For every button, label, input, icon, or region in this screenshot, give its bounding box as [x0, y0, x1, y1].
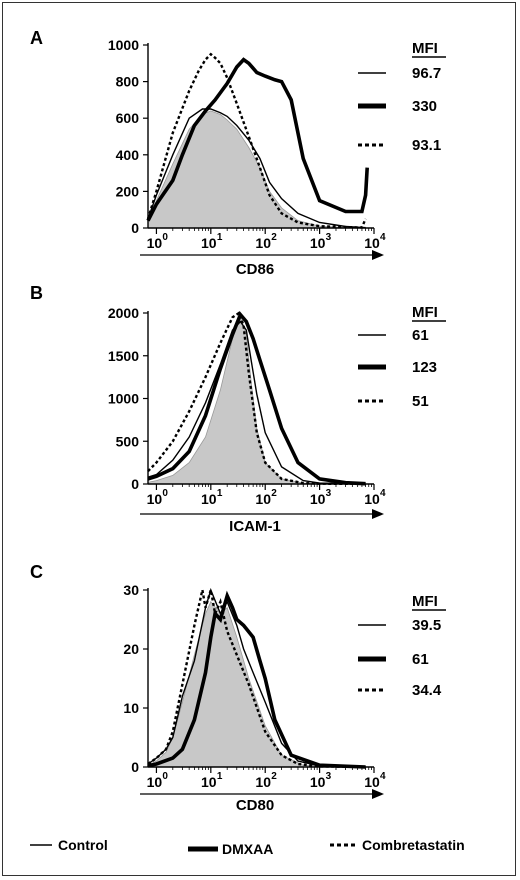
mfi-value-thin: 39.5 — [412, 617, 441, 634]
y-tick-label: 1000 — [108, 37, 139, 53]
y-tick-label: 500 — [116, 433, 140, 449]
y-tick-label: 0 — [131, 476, 139, 492]
x-tick-label: 10 — [147, 235, 163, 251]
mfi-value-thin: 61 — [412, 327, 429, 344]
x-tick-exponent: 4 — [380, 771, 386, 782]
mfi-value-thick: 330 — [412, 98, 437, 115]
x-axis-arrow-head — [372, 789, 384, 799]
legend-control-label: Control — [58, 837, 108, 853]
mfi-value-dashed: 51 — [412, 393, 429, 410]
x-tick-label: 10 — [364, 491, 380, 507]
mfi-header: MFI — [412, 304, 438, 321]
x-axis-label: ICAM-1 — [229, 518, 281, 535]
y-tick-label: 800 — [116, 74, 140, 90]
legend: Control DMXAA Combretastatin — [30, 837, 465, 857]
x-tick-label: 10 — [147, 774, 163, 790]
panel-letter: A — [30, 28, 43, 48]
series-thick-line — [147, 590, 366, 769]
y-tick-label: 1000 — [108, 391, 139, 407]
x-tick-exponent: 2 — [271, 488, 277, 499]
x-tick-exponent: 0 — [162, 232, 168, 243]
x-tick-label: 10 — [310, 491, 326, 507]
y-tick-label: 20 — [123, 641, 139, 657]
panel-letter: C — [30, 562, 43, 582]
y-tick-label: 0 — [131, 220, 139, 236]
x-tick-label: 10 — [255, 491, 271, 507]
mfi-value-thin: 96.7 — [412, 65, 441, 82]
x-tick-label: 10 — [147, 491, 163, 507]
x-tick-exponent: 4 — [380, 232, 386, 243]
x-tick-exponent: 1 — [217, 488, 223, 499]
mfi-header: MFI — [412, 40, 438, 57]
x-tick-exponent: 3 — [326, 232, 332, 243]
x-tick-label: 10 — [201, 774, 217, 790]
y-tick-label: 0 — [131, 759, 139, 775]
y-tick-label: 1500 — [108, 348, 139, 364]
x-tick-label: 10 — [364, 774, 380, 790]
x-tick-exponent: 4 — [380, 488, 386, 499]
x-tick-label: 10 — [364, 235, 380, 251]
y-tick-label: 30 — [123, 582, 139, 598]
x-tick-exponent: 1 — [217, 232, 223, 243]
x-tick-label: 10 — [255, 774, 271, 790]
x-tick-exponent: 2 — [271, 232, 277, 243]
y-tick-label: 400 — [116, 147, 140, 163]
series-thick-line — [147, 311, 366, 486]
x-tick-exponent: 0 — [162, 771, 168, 782]
x-tick-exponent: 3 — [326, 488, 332, 499]
legend-dmxaa-label: DMXAA — [222, 841, 273, 857]
series-filled-histogram — [147, 601, 366, 768]
x-tick-label: 10 — [201, 491, 217, 507]
x-axis-arrow-head — [372, 250, 384, 260]
panel-letter: B — [30, 283, 43, 303]
series-thin-line — [147, 108, 366, 229]
x-tick-exponent: 3 — [326, 771, 332, 782]
x-tick-label: 10 — [255, 235, 271, 251]
y-tick-label: 200 — [116, 183, 140, 199]
x-axis-label: CD80 — [236, 797, 274, 814]
x-axis-arrow-head — [372, 509, 384, 519]
x-axis-label: CD86 — [236, 261, 274, 278]
series-dashed-line — [147, 311, 366, 486]
x-tick-exponent: 0 — [162, 488, 168, 499]
x-tick-label: 10 — [201, 235, 217, 251]
mfi-header: MFI — [412, 593, 438, 610]
mfi-value-thick: 123 — [412, 359, 437, 376]
x-tick-exponent: 2 — [271, 771, 277, 782]
x-tick-label: 10 — [310, 235, 326, 251]
y-tick-label: 600 — [116, 110, 140, 126]
series-dashed-line — [146, 52, 367, 229]
mfi-value-dashed: 93.1 — [412, 137, 441, 154]
y-tick-label: 10 — [123, 700, 139, 716]
mfi-value-dashed: 34.4 — [412, 682, 442, 699]
x-tick-label: 10 — [310, 774, 326, 790]
mfi-value-thick: 61 — [412, 651, 429, 668]
series-thick-line — [146, 57, 369, 222]
y-tick-label: 2000 — [108, 305, 139, 321]
x-tick-exponent: 1 — [217, 771, 223, 782]
legend-combretastatin-label: Combretastatin — [362, 837, 465, 853]
series-filled-histogram — [147, 110, 366, 229]
